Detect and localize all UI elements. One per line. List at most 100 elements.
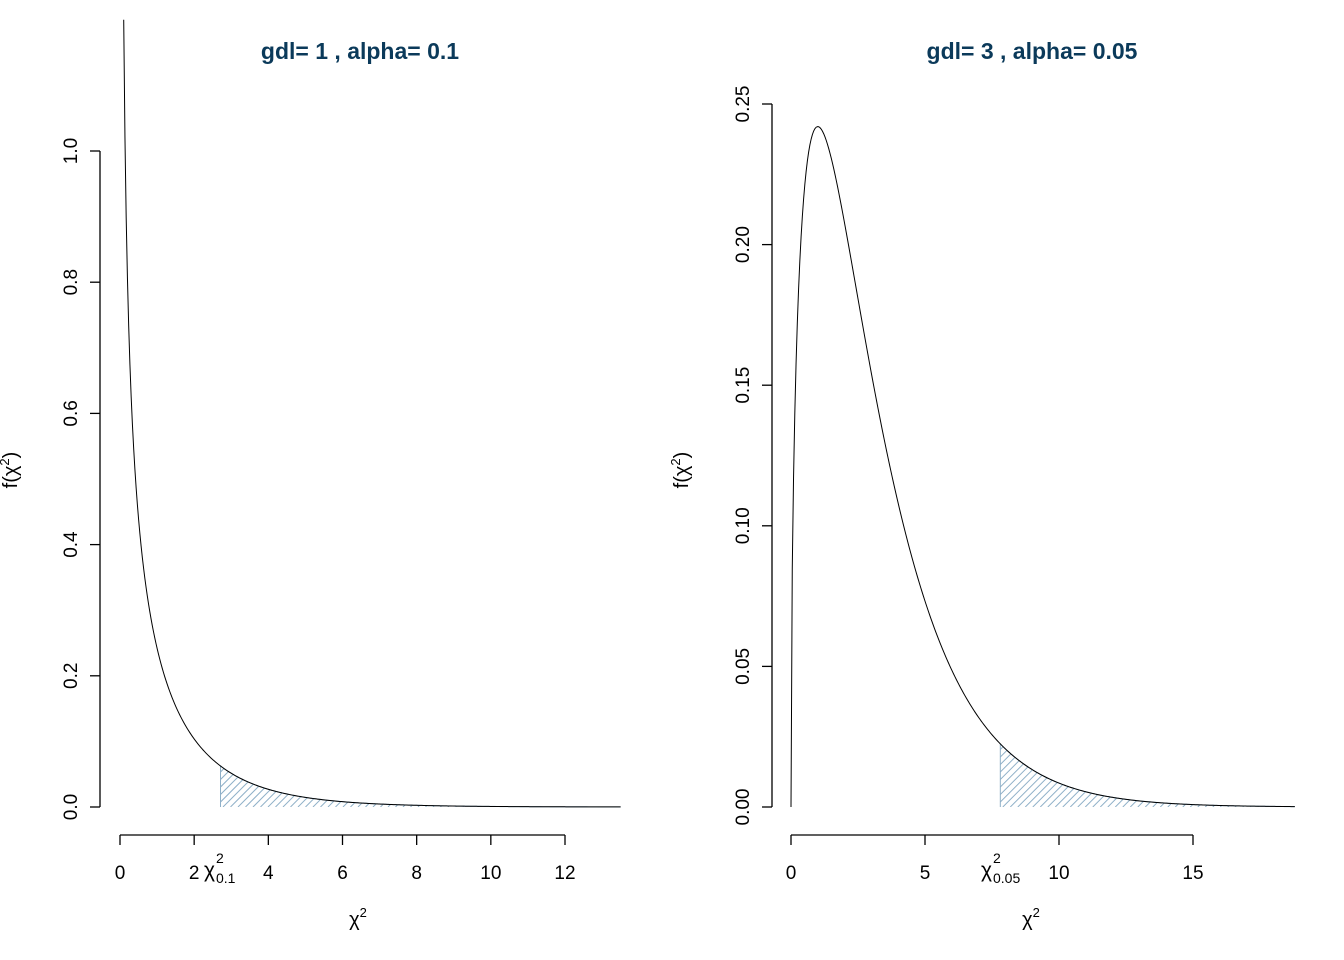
hatch-line [545,765,592,807]
hatch-line [1107,743,1177,807]
y-tick-label: 0.15 [733,367,754,404]
y-tick-label: 0.05 [733,648,754,685]
hatch-line [357,765,405,807]
hatch-line [605,765,621,807]
hatch-line [470,765,517,807]
y-axis-label: f(χ2) [668,452,693,489]
hatch-line [530,765,577,807]
hatch-line [1054,743,1124,807]
hatch-line [425,765,472,807]
hatch-line [1084,743,1154,807]
hatch-line [220,765,225,807]
hatch-line [928,739,996,807]
hatch-line [1000,743,1034,807]
hatch-line [220,765,232,807]
y-tick-label: 0.8 [61,269,82,295]
y-tick-label: 0.0 [61,794,82,820]
hatch-line [567,765,615,807]
hatch-line [222,765,270,807]
hatch-line [297,765,345,807]
hatch-line [1000,743,1042,807]
hatch-line [507,765,555,807]
chart-title: gdl= 3 , alpha= 0.05 [927,38,1138,64]
hatch-line [597,765,621,807]
hatch-line [1062,743,1132,807]
x-tick-label: 2 [189,863,200,884]
hatch-line [560,765,607,807]
hatch-line [552,765,600,807]
hatch-line [1069,743,1139,807]
hatch-line [312,765,360,807]
hatch-line [1152,743,1222,807]
tail-hatch [928,739,1344,807]
hatch-line [1227,743,1295,807]
y-tick-label: 1.0 [61,138,82,164]
hatch-line [537,765,585,807]
hatch-line [1000,743,1004,807]
hatch-line [1159,743,1229,807]
hatch-line [1039,743,1109,807]
hatch-line [140,761,186,807]
x-tick-label: 15 [1182,863,1203,884]
hatch-line [327,765,375,807]
hatch-line [1234,743,1295,807]
hatch-line [447,765,495,807]
tail-boundary-line [220,765,621,808]
hatch-line [1114,743,1184,807]
hatch-line [462,765,510,807]
hatch-line [342,765,390,807]
hatch-line [485,765,532,807]
hatch-line [365,765,412,807]
hatch-line [1032,743,1102,807]
hatch-line [515,765,562,807]
hatch-line [1024,743,1094,807]
hatch-line [1264,743,1295,807]
hatch-line [582,765,621,807]
hatch-line [432,765,480,807]
hatch-line [1092,743,1162,807]
density-curve [790,126,1295,808]
tail-boundary-line [999,743,1295,808]
hatch-line [1212,743,1282,807]
x-tick-label: 0 [115,863,126,884]
hatch-line [1242,743,1295,807]
hatch-line [590,765,621,807]
density-curve [123,19,621,808]
x-tick-label: 10 [480,863,501,884]
hatch-line [163,761,209,807]
y-tick-label: 0.2 [61,663,82,689]
chart-title: gdl= 1 , alpha= 0.1 [261,38,459,64]
tail-hatch [140,761,681,807]
hatch-line [635,761,681,807]
hatch-line [395,765,442,807]
hatch-line [1189,743,1259,807]
hatch-line [237,765,285,807]
hatch-line [220,765,240,807]
hatch-line [1000,743,1027,807]
y-tick-label: 0.25 [733,86,754,123]
hatch-line [1303,739,1344,807]
hatch-line [155,761,201,807]
x-tick-label: 6 [337,863,348,884]
hatch-line [1204,743,1274,807]
hatch-line [260,765,307,807]
hatch-line [455,765,502,807]
hatch-line [1047,743,1117,807]
y-tick-label: 0.6 [61,400,82,426]
chart-panel-right: gdl= 3 , alpha= 0.05 0 5 10 15 0.00 0.05 0.10 0… [668,38,1344,931]
hatch-line [440,765,487,807]
hatch-line [1219,743,1289,807]
hatch-line [1144,743,1214,807]
y-tick-label: 0.20 [733,226,754,263]
hatch-line [1129,743,1199,807]
chart-panel-left: gdl= 1 , alpha= 0.1 0 2 4 6 8 10 12 0.0 0.2 0.4 0.… [0,19,681,931]
hatch-line [1000,743,1057,807]
critical-value-label: χ2 0.1 [204,850,236,886]
hatch-line [410,765,457,807]
hatch-line [1197,743,1267,807]
x-tick-label: 8 [411,863,422,884]
hatch-line [1167,743,1237,807]
hatch-line [1272,743,1295,807]
hatch-line [402,765,450,807]
